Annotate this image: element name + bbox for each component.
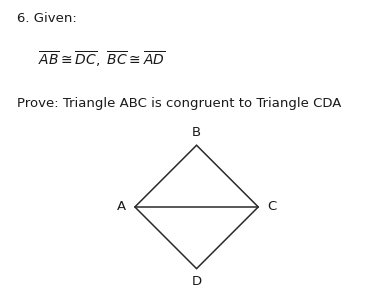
Text: A: A — [117, 200, 126, 214]
Text: Prove: Triangle ABC is congruent to Triangle CDA: Prove: Triangle ABC is congruent to Tria… — [17, 97, 341, 110]
Text: 6. Given:: 6. Given: — [17, 12, 77, 25]
Text: B: B — [192, 126, 201, 139]
Text: C: C — [267, 200, 276, 214]
Text: $\overline{AB} \cong \overline{DC},\ \overline{BC} \cong \overline{AD}$: $\overline{AB} \cong \overline{DC},\ \ov… — [38, 50, 165, 69]
Text: D: D — [192, 275, 201, 288]
